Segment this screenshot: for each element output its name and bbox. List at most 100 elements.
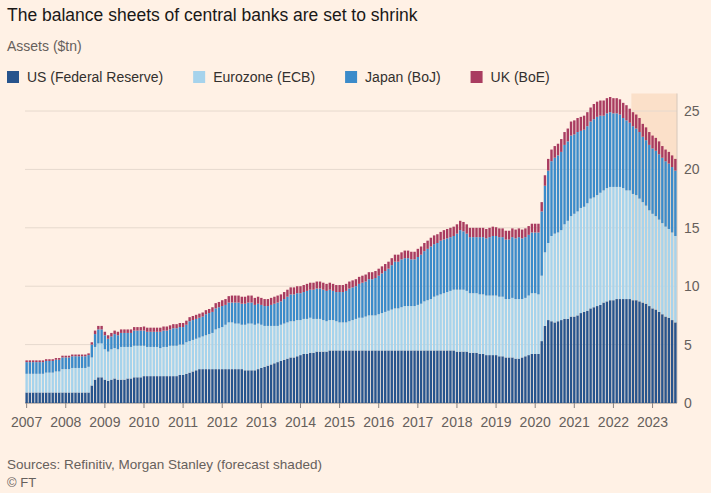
- bar-segment: [68, 369, 70, 392]
- bar-segment: [404, 350, 406, 403]
- bar-segment: [296, 356, 298, 403]
- bar-segment: [162, 331, 164, 347]
- bar-segment: [237, 324, 239, 370]
- bar-segment: [117, 335, 119, 349]
- bar-segment: [172, 376, 174, 403]
- bar-segment: [195, 319, 197, 339]
- bar-segment: [531, 293, 533, 354]
- bar-segment: [201, 312, 203, 316]
- bar-segment: [188, 317, 190, 321]
- legend: US (Federal Reserve)Eurozone (ECB)Japan …: [7, 69, 550, 85]
- bar-segment: [123, 329, 125, 333]
- bar-segment: [622, 103, 624, 118]
- bar-segment: [149, 328, 151, 332]
- bar-segment: [104, 349, 106, 379]
- bar-segment: [169, 325, 171, 329]
- bar-segment: [143, 331, 145, 346]
- bar-segment: [423, 251, 425, 301]
- bar-segment: [583, 312, 585, 403]
- bar-segment: [648, 145, 650, 210]
- bar-segment: [156, 328, 158, 332]
- bar-segment: [185, 342, 187, 374]
- bar-segment: [648, 306, 650, 403]
- bar-segment: [211, 307, 213, 312]
- bar-segment: [407, 258, 409, 306]
- bar-segment: [417, 305, 419, 351]
- bar-segment: [38, 374, 40, 393]
- bar-segment: [143, 327, 145, 331]
- bar-segment: [299, 320, 301, 355]
- bar-segment: [345, 350, 347, 403]
- bar-segment: [420, 350, 422, 403]
- bar-segment: [612, 187, 614, 300]
- bar-segment: [430, 299, 432, 350]
- bar-segment: [371, 315, 373, 350]
- bar-segment: [602, 116, 604, 191]
- bar-segment: [629, 190, 631, 299]
- bar-segment: [456, 234, 458, 290]
- bar-segment: [472, 228, 474, 237]
- bar-segment: [175, 376, 177, 403]
- bar-segment: [100, 377, 102, 403]
- bar-segment: [309, 353, 311, 403]
- bar-segment: [325, 321, 327, 351]
- bar-segment: [254, 370, 256, 403]
- bar-segment: [159, 332, 161, 348]
- bar-segment: [625, 299, 627, 403]
- bar-segment: [198, 338, 200, 370]
- bar-segment: [475, 237, 477, 293]
- bar-segment: [436, 296, 438, 351]
- bar-segment: [286, 322, 288, 358]
- bar-segment: [32, 392, 34, 403]
- bar-segment: [257, 297, 259, 304]
- bar-segment: [615, 98, 617, 113]
- bar-segment: [567, 221, 569, 319]
- bar-segment: [671, 167, 673, 232]
- bar-segment: [322, 352, 324, 403]
- bar-segment: [378, 269, 380, 276]
- bar-segment: [205, 369, 207, 403]
- bar-segment: [348, 350, 350, 403]
- bar-segment: [658, 312, 660, 403]
- bar-segment: [655, 216, 657, 309]
- bar-segment: [589, 199, 591, 309]
- background: [0, 0, 711, 493]
- bar-segment: [635, 195, 637, 300]
- bar-segment: [237, 296, 239, 303]
- bar-segment: [312, 319, 314, 353]
- bar-segment: [521, 238, 523, 299]
- grid-line: [25, 403, 677, 404]
- bar-segment: [426, 300, 428, 350]
- bar-segment: [32, 374, 34, 393]
- grid-line: [25, 344, 677, 345]
- bar-segment: [361, 318, 363, 351]
- bar-segment: [332, 284, 334, 291]
- bar-segment: [338, 285, 340, 292]
- bar-segment: [218, 328, 220, 369]
- bar-segment: [609, 300, 611, 403]
- bar-segment: [316, 289, 318, 319]
- bar-segment: [81, 356, 83, 368]
- bar-segment: [475, 353, 477, 403]
- bar-segment: [570, 317, 572, 403]
- bar-segment: [303, 354, 305, 403]
- bar-segment: [423, 350, 425, 403]
- bar-segment: [586, 112, 588, 126]
- bar-segment: [554, 234, 556, 323]
- bar-segment: [182, 375, 184, 403]
- bar-segment: [446, 238, 448, 292]
- bar-segment: [322, 290, 324, 320]
- bar-segment: [469, 293, 471, 353]
- bar-segment: [384, 312, 386, 351]
- bar-segment: [201, 317, 203, 337]
- bar-segment: [136, 377, 138, 403]
- bar-segment: [113, 331, 115, 335]
- bar-segment: [410, 306, 412, 350]
- bar-segment: [329, 320, 331, 350]
- x-tick-label: 2012: [207, 414, 238, 430]
- bar-segment: [91, 357, 93, 385]
- bar-segment: [443, 239, 445, 293]
- bar-segment: [355, 319, 357, 351]
- bar-segment: [25, 360, 27, 362]
- bar-segment: [658, 154, 660, 219]
